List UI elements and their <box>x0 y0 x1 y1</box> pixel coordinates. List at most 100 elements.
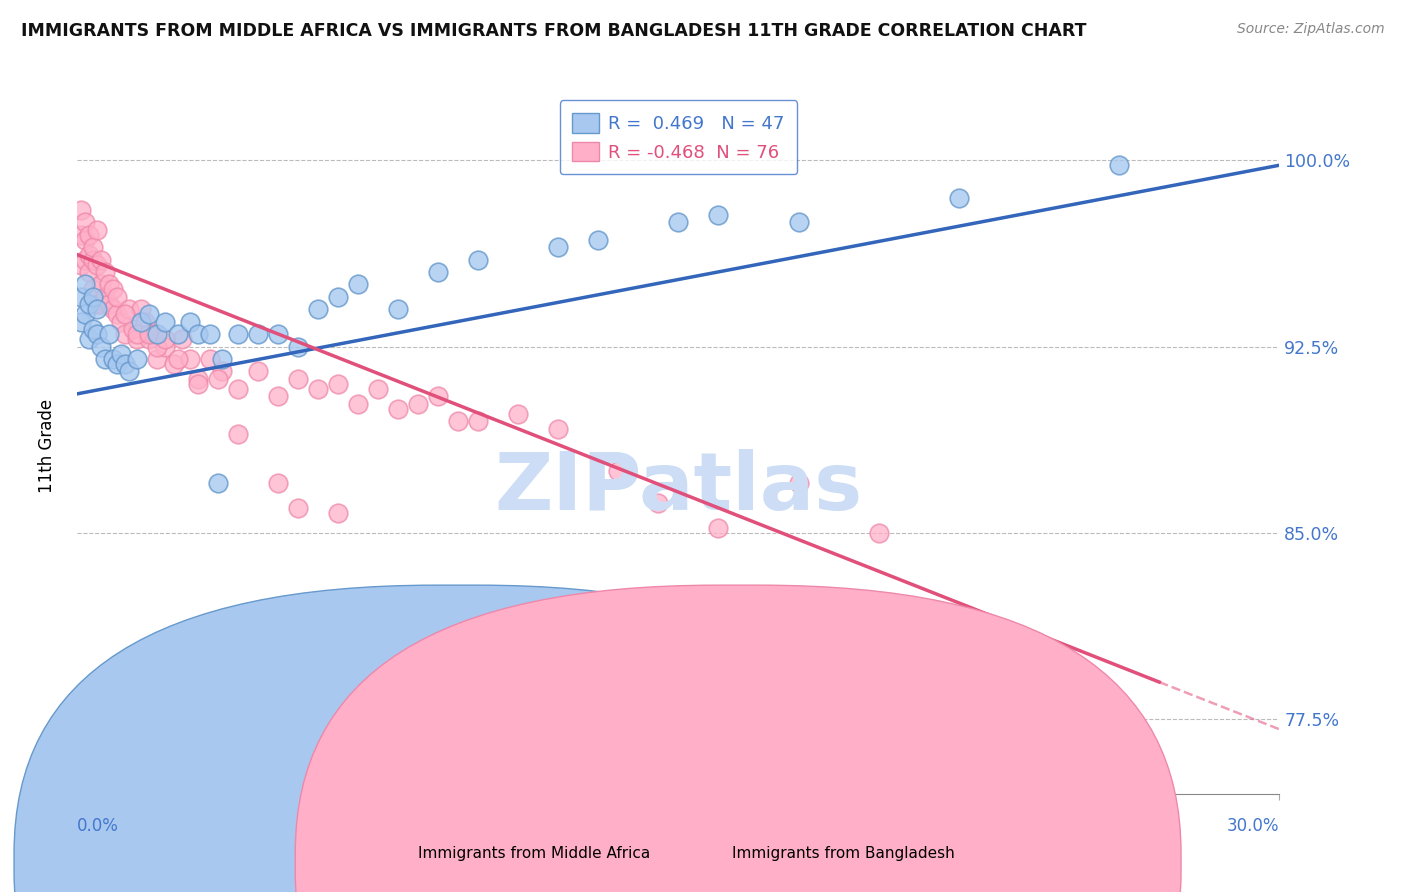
Point <box>155 332 177 346</box>
Point <box>103 351 125 366</box>
Point <box>707 521 730 535</box>
Point <box>326 290 349 304</box>
Point <box>79 265 101 279</box>
Point <box>86 223 108 237</box>
Point <box>98 277 121 292</box>
Point <box>347 277 370 292</box>
Y-axis label: 11th Grade: 11th Grade <box>38 399 56 493</box>
Point <box>118 364 141 378</box>
Point <box>98 327 121 342</box>
Point <box>155 340 177 354</box>
Point <box>82 322 104 336</box>
Text: Immigrants from Bangladesh: Immigrants from Bangladesh <box>733 846 955 861</box>
Point <box>146 340 169 354</box>
Point <box>94 265 117 279</box>
Point <box>114 307 136 321</box>
Point <box>94 351 117 366</box>
Point <box>103 302 125 317</box>
Point <box>75 277 97 292</box>
Point <box>367 382 389 396</box>
Point <box>103 283 125 297</box>
Point <box>155 315 177 329</box>
Point <box>267 327 290 342</box>
Point <box>107 307 129 321</box>
Point <box>127 327 149 342</box>
Point <box>211 351 233 366</box>
Point <box>114 327 136 342</box>
Point <box>170 332 193 346</box>
Point <box>347 397 370 411</box>
Point <box>138 307 160 321</box>
Point <box>235 625 257 640</box>
Point <box>162 357 184 371</box>
Point <box>211 364 233 378</box>
Point <box>94 290 117 304</box>
Point <box>86 302 108 317</box>
Point <box>138 332 160 346</box>
Point <box>387 401 409 416</box>
Text: 30.0%: 30.0% <box>1227 817 1279 835</box>
Point <box>70 227 93 242</box>
Point <box>508 407 530 421</box>
Point <box>547 240 569 254</box>
Point <box>82 290 104 304</box>
Point <box>588 233 610 247</box>
Point <box>326 506 349 520</box>
Point <box>307 382 329 396</box>
Point <box>287 372 309 386</box>
Point <box>387 302 409 317</box>
Point <box>122 322 145 336</box>
Point <box>107 357 129 371</box>
Point <box>267 389 290 403</box>
Point <box>146 351 169 366</box>
Point <box>287 501 309 516</box>
Point <box>246 364 269 378</box>
Point <box>138 327 160 342</box>
Point <box>948 190 970 204</box>
Point <box>198 351 221 366</box>
Point <box>226 327 249 342</box>
Point <box>187 376 209 391</box>
Point <box>187 327 209 342</box>
Point <box>86 327 108 342</box>
Point <box>547 421 569 435</box>
Point <box>134 315 156 329</box>
Point <box>127 332 149 346</box>
Point <box>86 258 108 272</box>
Point <box>86 297 108 311</box>
Point <box>226 426 249 441</box>
Point <box>142 327 165 342</box>
Point <box>146 327 169 342</box>
Point <box>131 302 153 317</box>
Text: 0.0%: 0.0% <box>77 817 120 835</box>
Point <box>246 327 269 342</box>
Point <box>166 327 188 342</box>
Point <box>179 315 201 329</box>
Point <box>82 252 104 267</box>
Point <box>79 297 101 311</box>
Point <box>90 340 112 354</box>
Point <box>75 215 97 229</box>
Point <box>70 258 93 272</box>
Point <box>868 526 890 541</box>
Point <box>198 327 221 342</box>
Point <box>118 302 141 317</box>
Point <box>70 290 93 304</box>
Point <box>79 332 101 346</box>
Point <box>70 315 93 329</box>
Point <box>647 496 669 510</box>
Point <box>79 227 101 242</box>
Legend: R =  0.469   N = 47, R = -0.468  N = 76: R = 0.469 N = 47, R = -0.468 N = 76 <box>560 100 797 174</box>
Point <box>114 357 136 371</box>
Point <box>467 252 489 267</box>
Point <box>110 315 132 329</box>
Point <box>607 464 630 478</box>
Point <box>1108 158 1130 172</box>
Point <box>427 389 450 403</box>
Point <box>75 252 97 267</box>
Point <box>187 372 209 386</box>
Point <box>287 340 309 354</box>
Point <box>787 476 810 491</box>
Point <box>107 290 129 304</box>
Point <box>267 476 290 491</box>
